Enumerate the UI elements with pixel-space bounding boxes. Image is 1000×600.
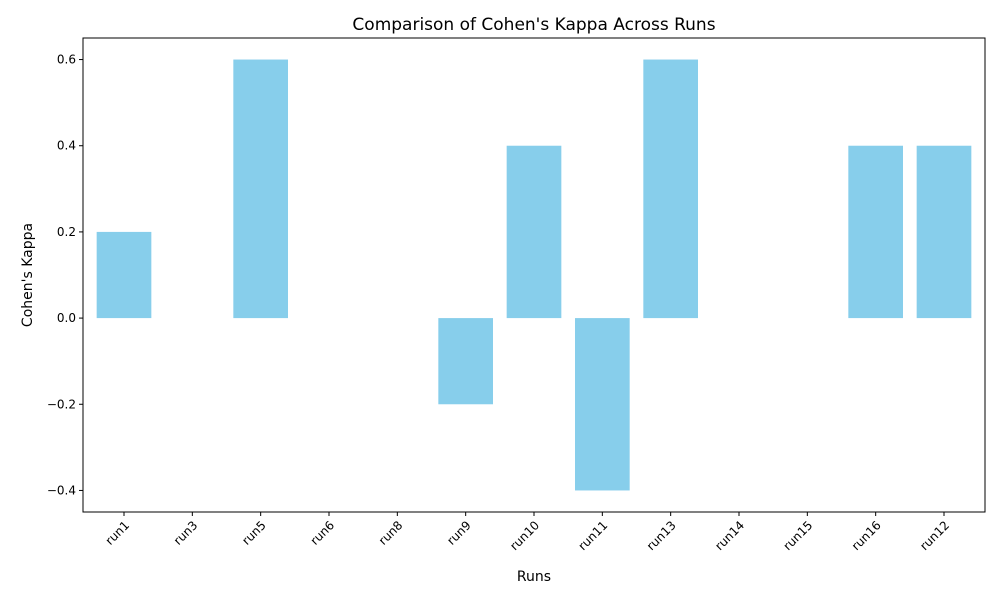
bar-run1 [96, 231, 152, 319]
y-tick-label: 0.2 [57, 225, 76, 239]
y-tick-label: 0.0 [57, 311, 76, 325]
bar-run12 [916, 145, 972, 319]
plot-frame [82, 37, 986, 513]
y-tick-label: 0.4 [57, 139, 76, 153]
y-tick-label: −0.4 [47, 483, 76, 497]
x-axis-label: Runs [517, 569, 551, 585]
y-tick-label: −0.2 [47, 397, 76, 411]
bar-run9 [438, 318, 493, 405]
y-ticks-group: −0.4 −0.2 0.0 0.2 0.4 0.6 [47, 53, 83, 497]
bar-run13 [643, 59, 698, 319]
chart-title: Comparison of Cohen's Kappa Across Runs [352, 15, 715, 35]
bar-run11 [575, 318, 630, 491]
bar-run16 [848, 145, 903, 319]
y-tick-label: 0.6 [57, 53, 76, 67]
bars-group [96, 59, 972, 491]
bar-run10 [506, 145, 562, 319]
bar-run5 [233, 59, 288, 319]
y-axis-label: Cohen's Kappa [20, 223, 36, 327]
